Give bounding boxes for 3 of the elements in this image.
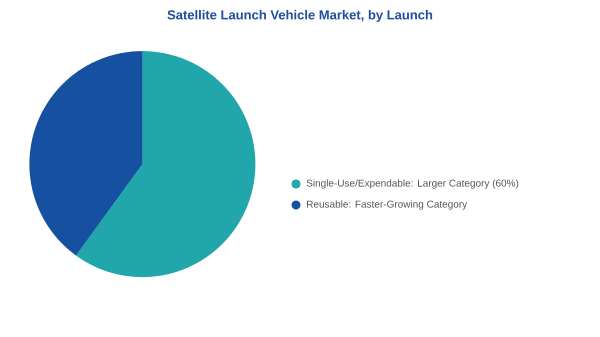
legend-label: Reusable: Faster-Growing Category [307, 200, 468, 210]
chart-title: Satellite Launch Vehicle Market, by Launch [167, 10, 432, 22]
legend-label: Single-Use/Expendable: Larger Category (60%) [306, 179, 518, 189]
